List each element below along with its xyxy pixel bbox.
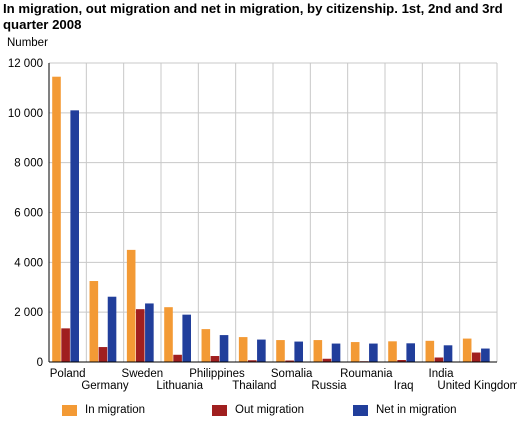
legend-label-net-in-migration: Net in migration [376,404,457,416]
legend-label-in-migration: In migration [85,404,146,416]
bar-in-migration-somalia [276,340,285,362]
x-tick-label: India [429,368,455,380]
y-tick-label: 8 000 [14,158,43,170]
x-tick-label: Iraq [394,380,414,392]
legend-item-in-migration: In migration [62,404,145,416]
bar-out-migration-somalia [285,360,294,362]
y-tick-label: 10 000 [8,108,43,120]
bar-out-migration-sweden [135,309,145,362]
y-axis-label: Number [7,37,48,49]
bar-out-migration-iraq [397,360,406,362]
bar-net-in-migration-russia [331,343,341,362]
bar-net-in-migration-somalia [294,341,303,362]
bar-out-migration-india [434,357,444,362]
y-tick-label: 6 000 [14,208,43,220]
legend-label-out-migration: Out migration [235,404,305,416]
bar-net-in-migration-iraq [406,343,415,362]
bar-in-migration-united-kingdom [462,338,472,362]
bar-net-in-migration-sweden [145,303,154,362]
legend-swatch-out-migration [212,404,227,416]
bar-in-migration-sweden [126,249,136,362]
bar-in-migration-germany [89,281,99,362]
bar-net-in-migration-lithuania [182,314,191,362]
bar-net-in-migration-philippines [219,335,229,362]
bar-out-migration-thailand [247,360,257,362]
x-tick-label: Roumania [340,368,393,380]
y-tick-label: 12 000 [8,58,43,70]
bar-in-migration-iraq [388,341,397,362]
bar-in-migration-thailand [238,337,248,362]
bar-in-migration-roumania [350,342,360,362]
bar-in-migration-lithuania [164,307,173,362]
x-tick-label: Somalia [271,368,313,380]
x-tick-label: Lithuania [156,380,203,392]
legend-swatch-net-in-migration [353,404,368,416]
bar-net-in-migration-thailand [257,339,266,362]
bar-in-migration-russia [313,340,323,362]
legend: In migration Out migration Net in migrat… [62,404,502,422]
bar-in-migration-poland [52,76,61,363]
bar-net-in-migration-germany [107,296,117,362]
x-tick-label: Sweden [122,368,164,380]
bar-out-migration-philippines [210,356,220,362]
legend-item-net-in-migration: Net in migration [353,404,457,416]
bar-out-migration-united-kingdom [471,352,481,362]
x-tick-label: Russia [311,380,347,392]
bar-net-in-migration-poland [70,110,79,362]
x-tick-label: Thailand [232,380,276,392]
legend-item-out-migration: Out migration [212,404,304,416]
x-tick-label: Poland [50,368,86,380]
y-tick-label: 2 000 [14,307,43,319]
y-tick-label: 0 [37,357,43,369]
bar-in-migration-india [425,340,435,362]
bar-in-migration-philippines [201,329,211,362]
chart-title: In migration, out migration and net in m… [3,1,503,32]
x-tick-label: United Kingdom [437,380,517,392]
bar-net-in-migration-roumania [369,343,378,362]
bar-chart: 0 2 000 4 000 6 000 8 000 10 000 12 000 Poland… [8,58,517,392]
bar-net-in-migration-india [443,345,453,362]
bar-out-migration-germany [98,347,108,362]
bar-out-migration-poland [61,328,70,362]
bar-out-migration-russia [322,358,332,362]
bar-out-migration-lithuania [173,354,182,362]
bar-net-in-migration-united-kingdom [481,348,490,362]
legend-swatch-in-migration [62,404,77,416]
x-tick-label: Philippines [189,368,245,380]
y-tick-label: 4 000 [14,257,43,269]
x-tick-label: Germany [81,380,129,392]
